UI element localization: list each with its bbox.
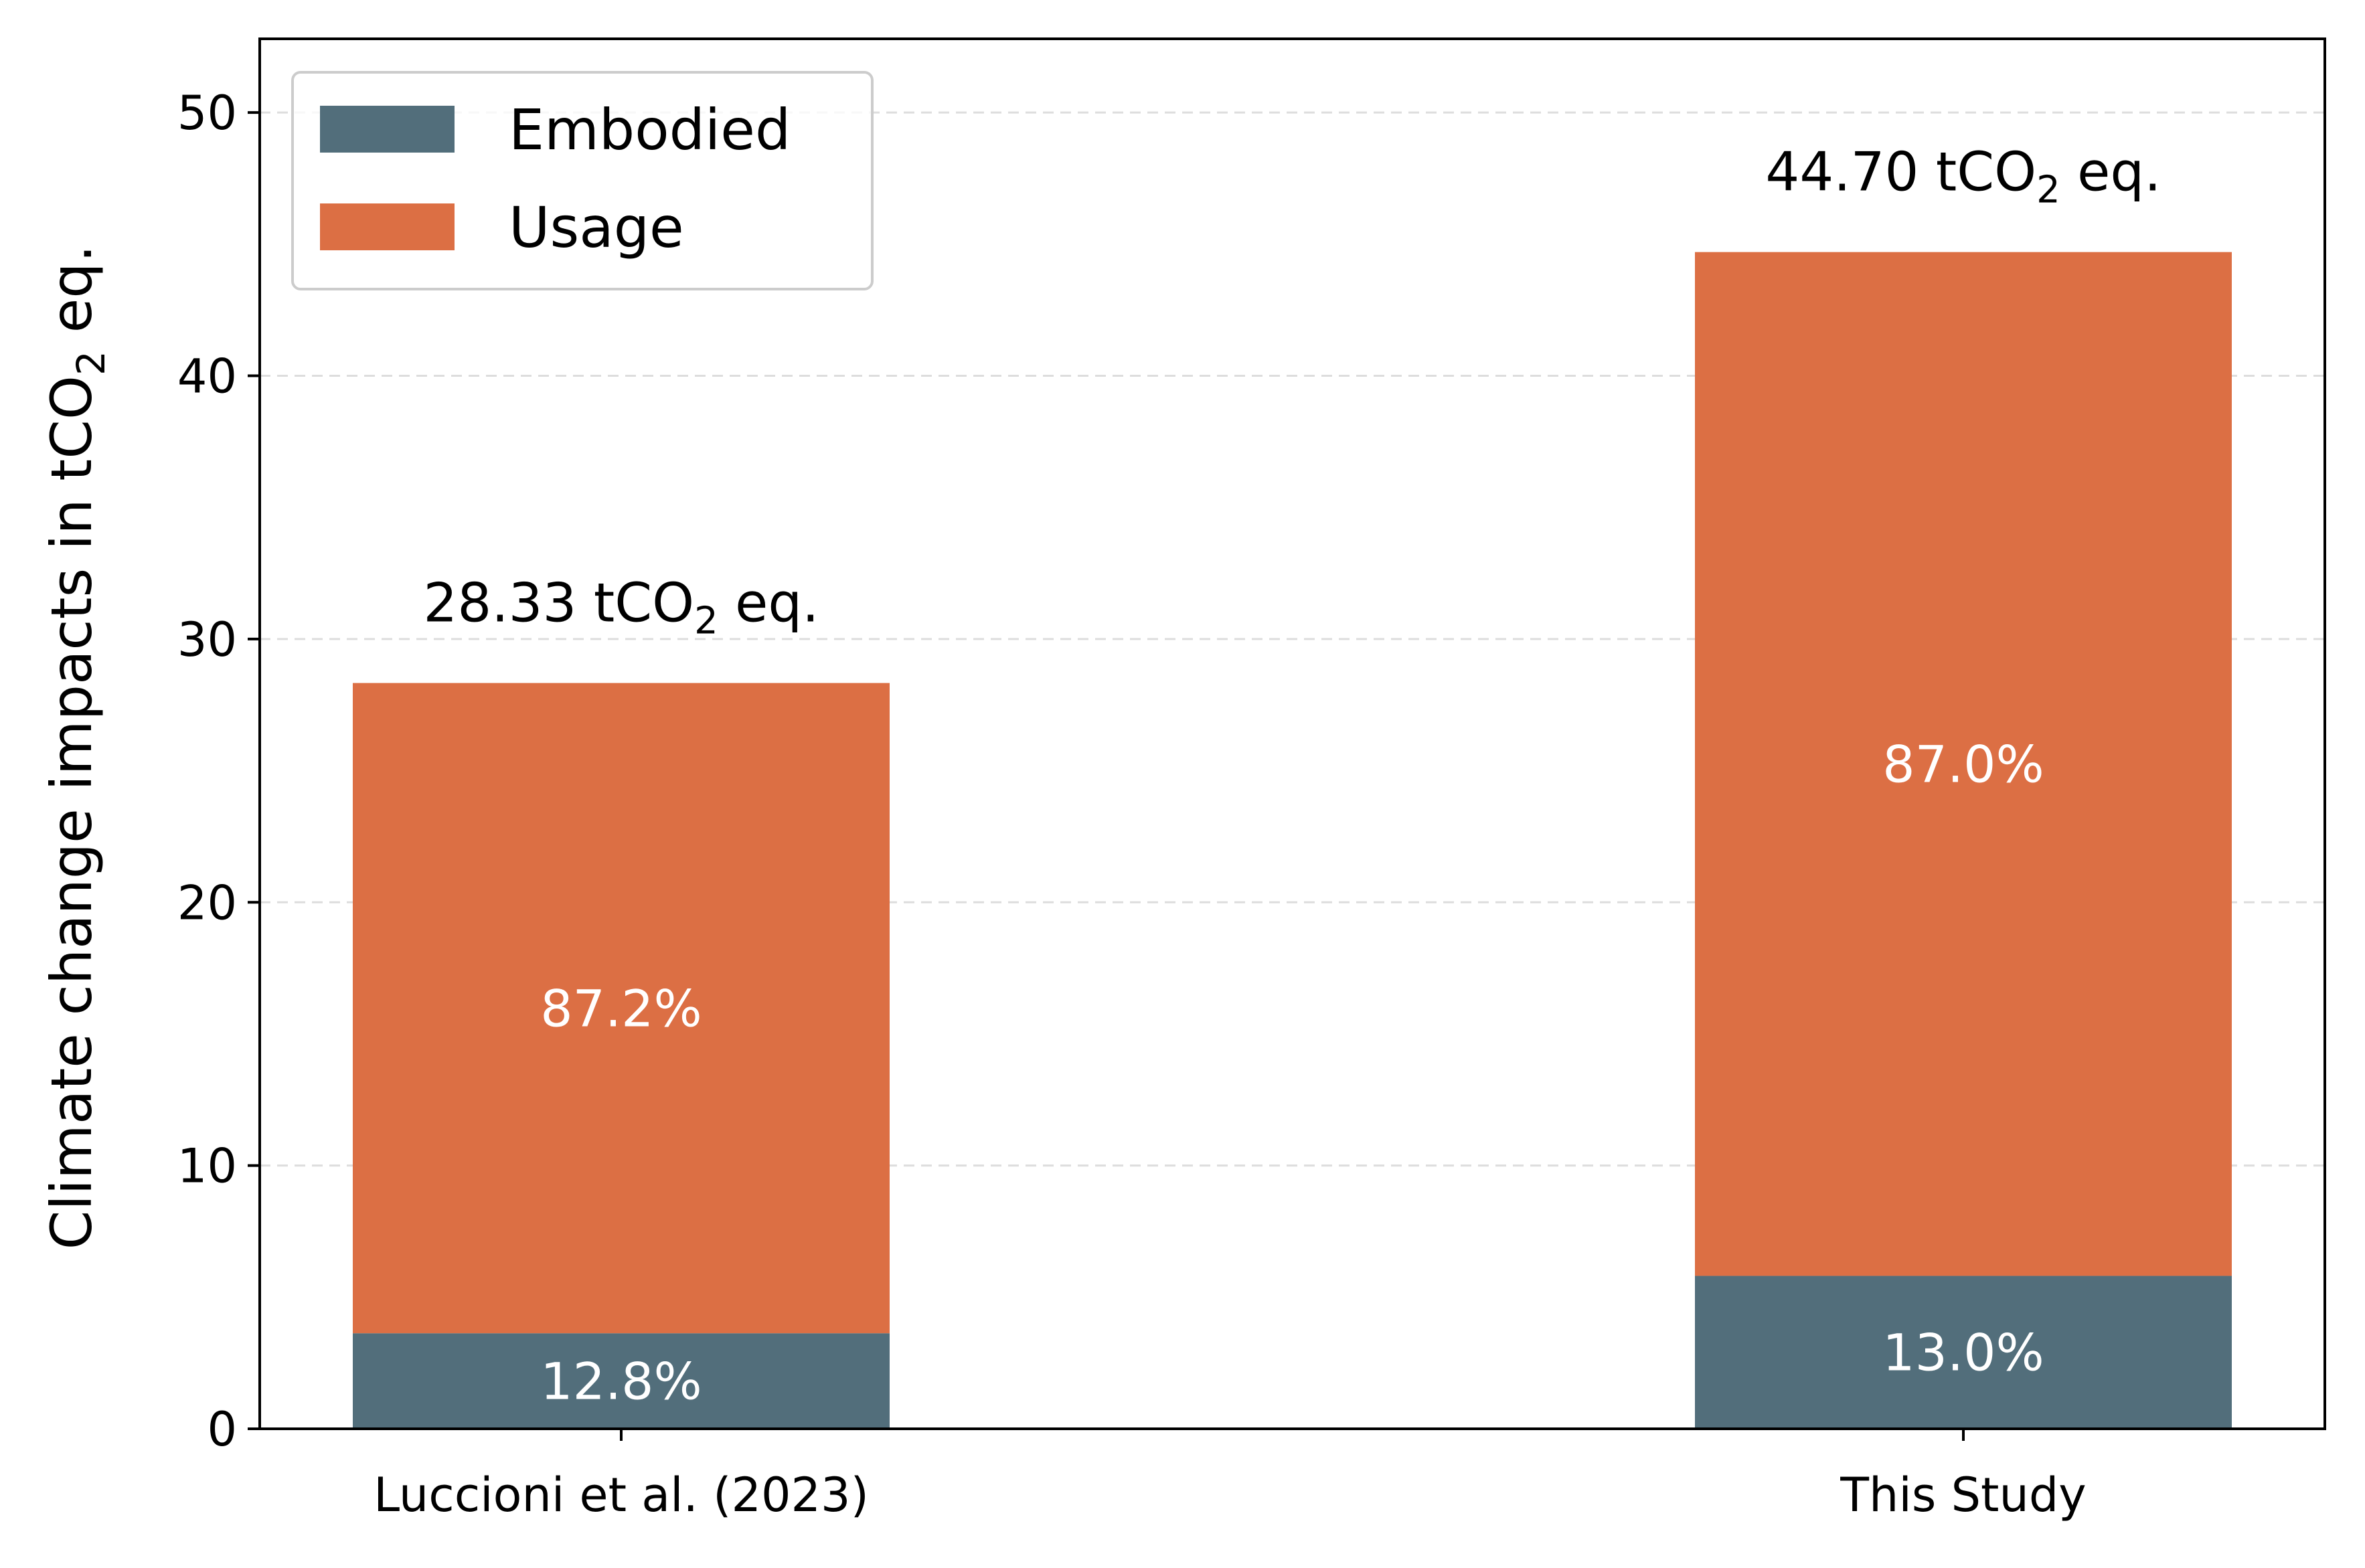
total-label-0: 28.33 tCO2 eq.	[423, 572, 819, 643]
y-tick-label: 10	[177, 1139, 237, 1194]
grid-lines	[260, 111, 2325, 1167]
y-tick-label: 20	[177, 875, 237, 930]
y-axis-label-suffix: eq.	[39, 245, 104, 351]
total-label-suffix: eq.	[2060, 141, 2162, 203]
x-tick-label: This Study	[1840, 1468, 2086, 1522]
data-label-usage-0: 87.2%	[540, 978, 702, 1038]
y-tick-label: 50	[177, 86, 237, 141]
legend: Embodied Usage	[291, 71, 874, 290]
axis-ticks: 0 10 20 30 40 50 Luccioni et al. (2023) This St…	[177, 86, 2087, 1522]
data-label-embodied-1: 13.0%	[1882, 1323, 2044, 1383]
bar-embodied-0	[353, 1333, 890, 1429]
data-label-embodied-0: 12.8%	[540, 1352, 702, 1411]
legend-label-embodied: Embodied	[509, 97, 791, 163]
bar-labels: 12.8%87.2%28.33 tCO2 eq.13.0%87.0%44.70 …	[423, 141, 2161, 1411]
legend-swatch-usage	[320, 203, 455, 250]
plot-frame	[258, 37, 2326, 1430]
legend-label-usage: Usage	[509, 195, 684, 260]
total-label-1: 44.70 tCO2 eq.	[1765, 141, 2161, 212]
y-axis-label-main: Climate change impacts in tCO	[39, 375, 104, 1249]
bar-embodied-1	[1695, 1276, 2232, 1429]
x-tick-label: Luccioni et al. (2023)	[374, 1468, 869, 1522]
total-label-subscript: 2	[694, 600, 718, 643]
legend-swatch-embodied	[320, 106, 455, 153]
data-label-usage-1: 87.0%	[1882, 735, 2044, 794]
y-tick-label: 30	[177, 612, 237, 667]
bar-usage-1	[1695, 252, 2232, 1276]
total-label-main: 44.70 tCO	[1765, 141, 2036, 203]
total-label-subscript: 2	[2036, 169, 2060, 212]
y-axis-label: Climate change impacts in tCO2 eq.	[39, 245, 114, 1250]
y-tick-label: 40	[177, 349, 237, 404]
total-label-main: 28.33 tCO	[423, 572, 694, 634]
bar-usage-0	[353, 683, 890, 1334]
total-label-suffix: eq.	[718, 572, 819, 634]
y-axis-label-subscript: 2	[68, 351, 114, 375]
y-tick-label: 0	[207, 1402, 237, 1457]
bars	[353, 252, 2232, 1429]
